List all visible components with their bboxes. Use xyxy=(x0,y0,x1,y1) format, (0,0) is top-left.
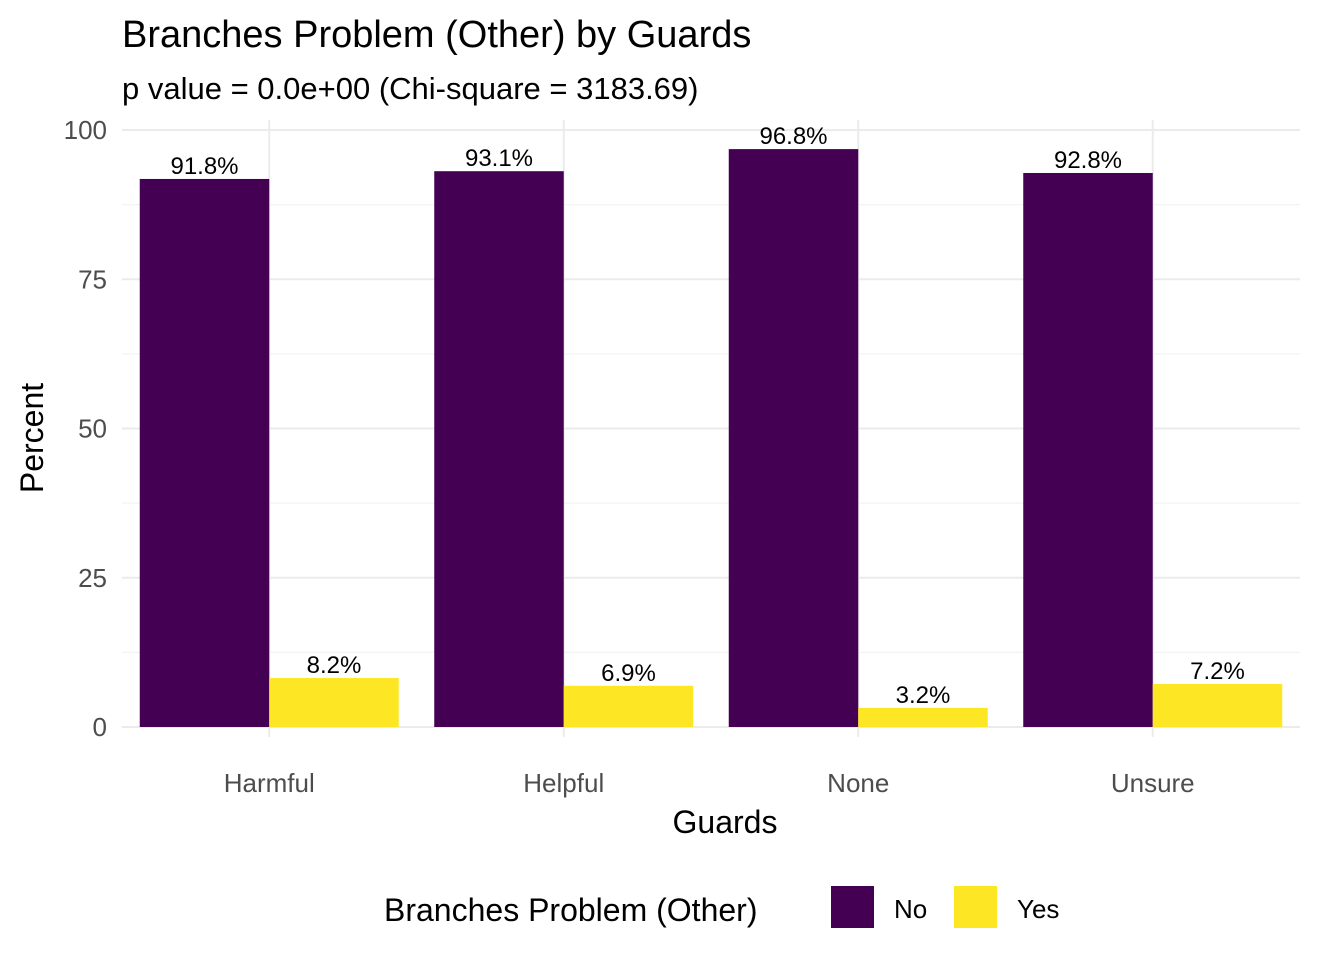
legend-label-yes: Yes xyxy=(1017,894,1059,924)
x-tick-label: Harmful xyxy=(224,768,315,798)
bar-harmful-no xyxy=(139,178,270,728)
chart-title: Branches Problem (Other) by Guards xyxy=(122,14,751,56)
bar-helpful-yes xyxy=(563,685,694,727)
chart-subtitle: p value = 0.0e+00 (Chi-square = 3183.69) xyxy=(122,71,698,106)
data-label: 96.8% xyxy=(759,123,827,150)
bars xyxy=(139,149,1283,728)
x-tick-label: Helpful xyxy=(523,768,604,798)
bar-none-no xyxy=(728,149,859,727)
bar-unsure-no xyxy=(1023,172,1153,727)
x-axis-ticks: Harmful Helpful None Unsure xyxy=(224,768,1195,798)
data-labels: 91.8% 8.2% 93.1% 6.9% 96.8% 3.2% 92.8% 7.2% xyxy=(170,123,1244,709)
y-tick-label: 100 xyxy=(64,115,107,145)
data-label: 93.1% xyxy=(465,145,533,172)
data-label: 91.8% xyxy=(170,153,238,180)
legend-key-no xyxy=(831,886,874,928)
data-label: 6.9% xyxy=(601,660,656,687)
data-label: 8.2% xyxy=(307,652,362,679)
legend-key-yes xyxy=(954,886,997,928)
x-tick-label: Unsure xyxy=(1111,768,1195,798)
y-tick-label: 25 xyxy=(78,563,107,593)
data-label: 3.2% xyxy=(896,682,951,709)
legend-label-no: No xyxy=(894,894,927,924)
y-tick-label: 0 xyxy=(93,712,107,742)
y-tick-label: 75 xyxy=(78,264,107,294)
y-axis-title: Percent xyxy=(14,383,50,493)
bar-helpful-no xyxy=(434,171,564,727)
y-tick-label: 50 xyxy=(78,414,107,444)
bar-harmful-yes xyxy=(269,678,399,727)
legend-title: Branches Problem (Other) xyxy=(384,892,757,928)
y-axis-ticks: 0 25 50 75 100 xyxy=(64,115,107,742)
bar-unsure-yes xyxy=(1152,684,1283,727)
data-label: 7.2% xyxy=(1190,658,1245,685)
bar-none-yes xyxy=(858,707,988,727)
data-label: 92.8% xyxy=(1054,147,1122,174)
x-axis-title: Guards xyxy=(673,804,778,840)
legend: Branches Problem (Other) No Yes xyxy=(384,886,1059,928)
x-tick-label: None xyxy=(827,768,889,798)
